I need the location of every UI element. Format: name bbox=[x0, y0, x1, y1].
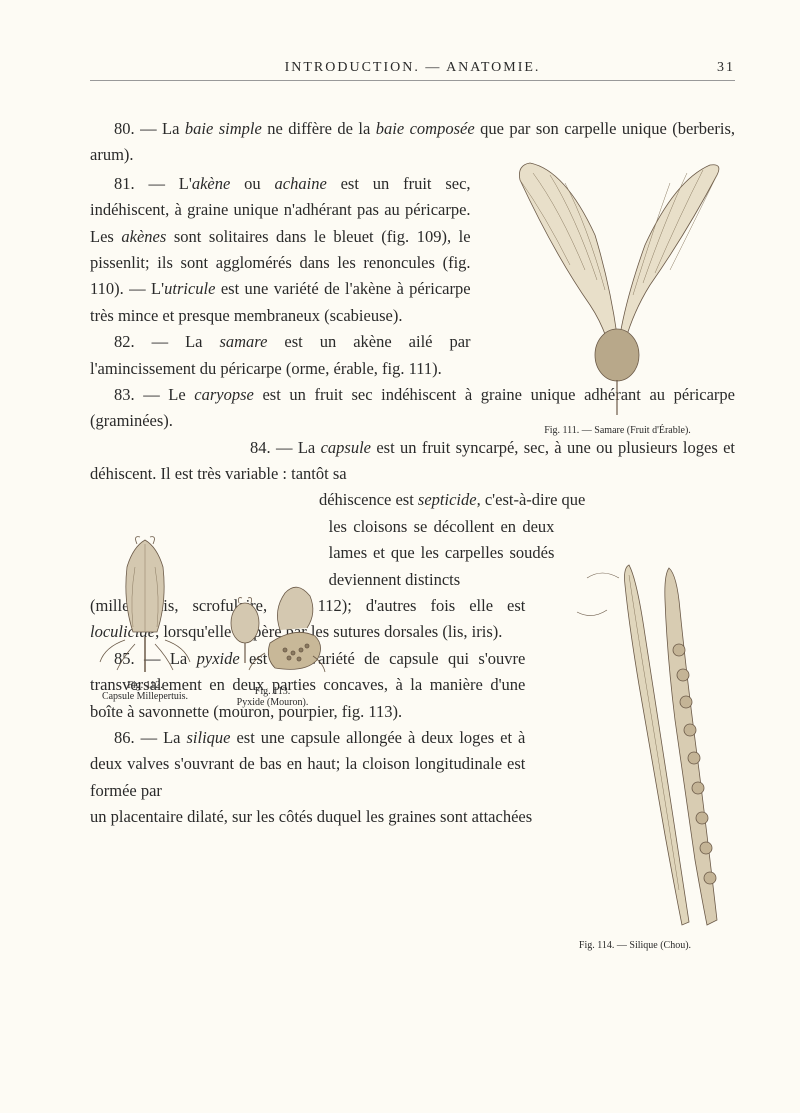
figure-silique-caption: Fig. 114. — Silique (Chou). bbox=[540, 940, 730, 951]
paragraph-86-a: 86. — La silique est une capsule allongé… bbox=[90, 725, 525, 804]
fig113-label-b: Pyxide (Mouron). bbox=[237, 697, 309, 708]
figure-samare-caption: Fig. 111. — Samare (Fruit d'Érable). bbox=[505, 425, 730, 436]
fig112-label-b: Capsule Mille­pertuis. bbox=[102, 691, 188, 702]
page-number: 31 bbox=[705, 60, 735, 76]
paragraph-84-b: déhiscence est septicide, c'est-à-dire q… bbox=[319, 487, 735, 513]
figure-capsule-caption: Fig. 112. Capsule Mille­pertuis. bbox=[85, 680, 205, 702]
page-header: INTRODUCTION. — ANATOMIE. 31 bbox=[90, 60, 735, 81]
paragraph-84-a: 84. — La capsule est un fruit syncarpé, … bbox=[90, 435, 735, 488]
header-title: INTRODUCTION. — ANATOMIE. bbox=[120, 60, 705, 76]
figure-silique bbox=[537, 560, 732, 930]
figure-samare bbox=[505, 155, 730, 420]
figure-pyxide bbox=[215, 568, 330, 678]
fig113-label-a: Fig. 113. bbox=[255, 686, 290, 697]
paragraph-81: 81. — L'akène ou achaine est un fruit se… bbox=[90, 171, 471, 329]
paragraph-82: 82. — La samare est un akène ailé par l'… bbox=[90, 329, 471, 382]
paragraph-84-c: les cloisons se dé­collent en deux la­me… bbox=[329, 514, 555, 593]
fig112-label-a: Fig. 112. bbox=[127, 680, 162, 691]
figure-pyxide-caption: Fig. 113. Pyxide (Mouron). bbox=[210, 686, 335, 708]
figure-capsule bbox=[85, 532, 205, 677]
